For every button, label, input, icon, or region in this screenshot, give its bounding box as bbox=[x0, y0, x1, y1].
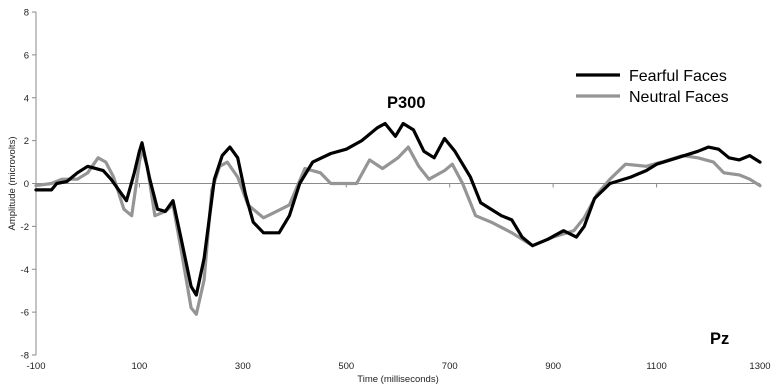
x-tick-label: 900 bbox=[545, 361, 561, 372]
legend-label-neutral-faces: Neutral Faces bbox=[629, 89, 729, 106]
x-tick-label: 100 bbox=[131, 361, 147, 372]
series-lines bbox=[34, 121, 762, 316]
x-tick-label: 1300 bbox=[749, 361, 770, 372]
neutral-faces-line bbox=[34, 145, 762, 316]
y-tick-label: 0 bbox=[24, 179, 29, 190]
y-tick-label: -8 bbox=[21, 351, 29, 362]
y-tick-label: 8 bbox=[24, 8, 29, 19]
fearful-faces-line bbox=[34, 121, 762, 297]
p300-annotation: P300 bbox=[387, 94, 426, 112]
y-tick-label: 2 bbox=[24, 136, 29, 147]
electrode-annotation: Pz bbox=[710, 330, 729, 348]
y-tick-label: -4 bbox=[21, 265, 29, 276]
x-axis-title: Time (milliseconds) bbox=[357, 374, 438, 385]
x-tick-label: 1100 bbox=[646, 361, 666, 372]
y-tick-label: 4 bbox=[24, 93, 29, 104]
y-tick-label: -6 bbox=[21, 308, 29, 319]
legend-label-fearful-faces: Fearful Faces bbox=[629, 68, 727, 85]
axes: -8 -6 -4 -2 0 2 4 6 8 -100 100 300 500 700 900 1100 1300… bbox=[7, 8, 771, 386]
y-tick-label: -2 bbox=[21, 222, 29, 233]
x-tick-label: -100 bbox=[26, 361, 45, 372]
x-tick-label: 300 bbox=[235, 361, 251, 372]
annotations: P300 Pz bbox=[387, 94, 729, 348]
y-tick-label: 6 bbox=[24, 50, 29, 61]
y-axis-title: Amplitude (microvolts) bbox=[7, 137, 18, 231]
legend: Fearful Faces Neutral Faces bbox=[576, 68, 729, 106]
x-tick-label: 500 bbox=[338, 361, 354, 372]
x-tick-label: 700 bbox=[442, 361, 458, 372]
